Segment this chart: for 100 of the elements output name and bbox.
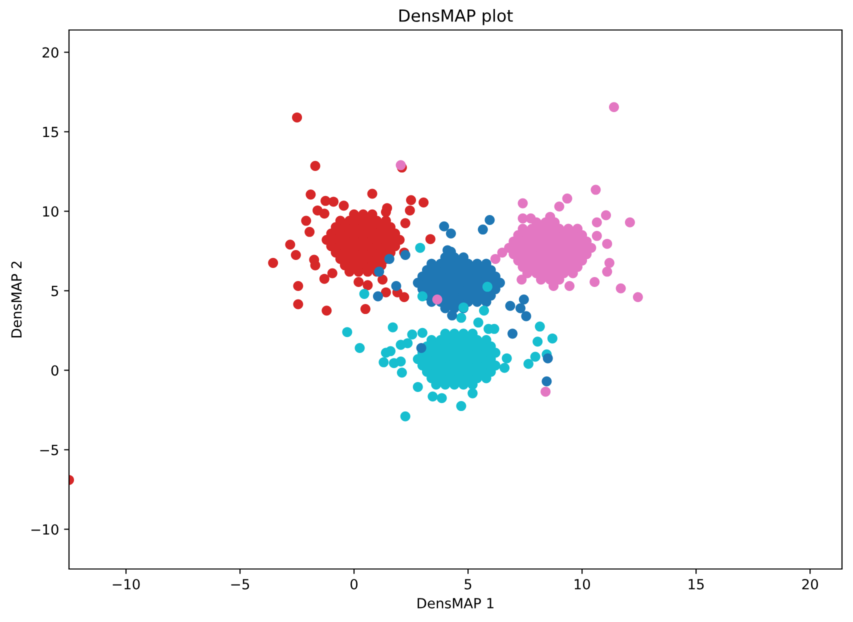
point [396, 356, 406, 367]
y-axis-title: DensMAP 2 [11, 262, 22, 338]
point [516, 274, 527, 285]
point [384, 254, 394, 264]
point [530, 352, 540, 362]
point [396, 160, 406, 170]
point [500, 362, 510, 373]
point [406, 195, 416, 206]
point [362, 280, 373, 290]
point [338, 200, 349, 211]
point [380, 287, 391, 298]
point [418, 198, 429, 208]
x-tick-label: 0 [350, 578, 358, 590]
point [428, 391, 438, 402]
point [456, 401, 466, 412]
point [372, 291, 383, 302]
point [290, 250, 301, 260]
point [388, 322, 398, 332]
point [380, 207, 391, 218]
point [600, 210, 612, 220]
point [490, 254, 500, 264]
point [432, 294, 442, 305]
point [417, 328, 428, 338]
point [396, 368, 407, 378]
y-tick-label: 15 [43, 126, 58, 138]
point [532, 336, 543, 347]
point [374, 266, 384, 277]
point [268, 258, 278, 268]
point [412, 382, 423, 392]
point [439, 221, 450, 232]
x-tick-label: 20 [802, 578, 818, 590]
point [590, 277, 600, 288]
point [404, 205, 415, 216]
point [310, 260, 320, 270]
y-tick-label: −10 [31, 524, 58, 535]
point [319, 274, 330, 284]
point [542, 376, 552, 386]
point [592, 217, 602, 228]
x-tick-label: 15 [688, 579, 704, 590]
point [416, 342, 426, 353]
x-tick-label: −10 [112, 578, 140, 590]
point [407, 329, 418, 340]
point [632, 292, 643, 302]
point [425, 234, 436, 244]
point [547, 333, 558, 344]
point [417, 291, 428, 302]
point [436, 393, 447, 404]
point [378, 357, 389, 368]
point [534, 322, 545, 332]
point [292, 112, 302, 122]
y-tick-label: 0 [51, 365, 58, 376]
point [478, 306, 490, 316]
point [293, 280, 304, 291]
point [446, 228, 456, 239]
point [505, 300, 516, 311]
point [285, 240, 296, 250]
point [327, 268, 338, 278]
x-tick-label: 10 [574, 578, 590, 590]
chart-title: DensMAP plot [399, 9, 513, 26]
point [400, 218, 410, 228]
point [304, 226, 315, 237]
point [359, 288, 370, 299]
point [484, 214, 495, 226]
x-tick-label: 5 [464, 579, 472, 590]
point [301, 216, 312, 226]
point [602, 238, 612, 249]
point [515, 303, 526, 314]
point [602, 266, 612, 277]
point [447, 310, 458, 320]
point [545, 212, 556, 222]
point [624, 217, 635, 228]
point [354, 277, 364, 288]
point [360, 304, 370, 314]
point [328, 196, 339, 207]
point [293, 299, 304, 310]
point [306, 190, 316, 200]
point [322, 306, 332, 316]
point [386, 346, 396, 356]
point [540, 386, 551, 397]
point [564, 280, 575, 291]
point [526, 213, 536, 224]
point [342, 327, 352, 338]
point [518, 294, 529, 305]
point [554, 201, 564, 212]
y-tick-label: 10 [43, 206, 58, 217]
point [399, 292, 410, 302]
point [415, 242, 426, 253]
point [478, 224, 488, 235]
x-tick-label: −5 [231, 579, 250, 590]
y-tick-label: 5 [52, 286, 58, 296]
point [391, 280, 402, 291]
point [616, 283, 626, 294]
point [502, 353, 512, 364]
point [592, 230, 602, 241]
point [604, 258, 614, 268]
point [590, 184, 601, 195]
point [367, 188, 378, 199]
point [310, 160, 320, 171]
y-tick-label: −5 [40, 444, 58, 456]
point [508, 328, 518, 339]
